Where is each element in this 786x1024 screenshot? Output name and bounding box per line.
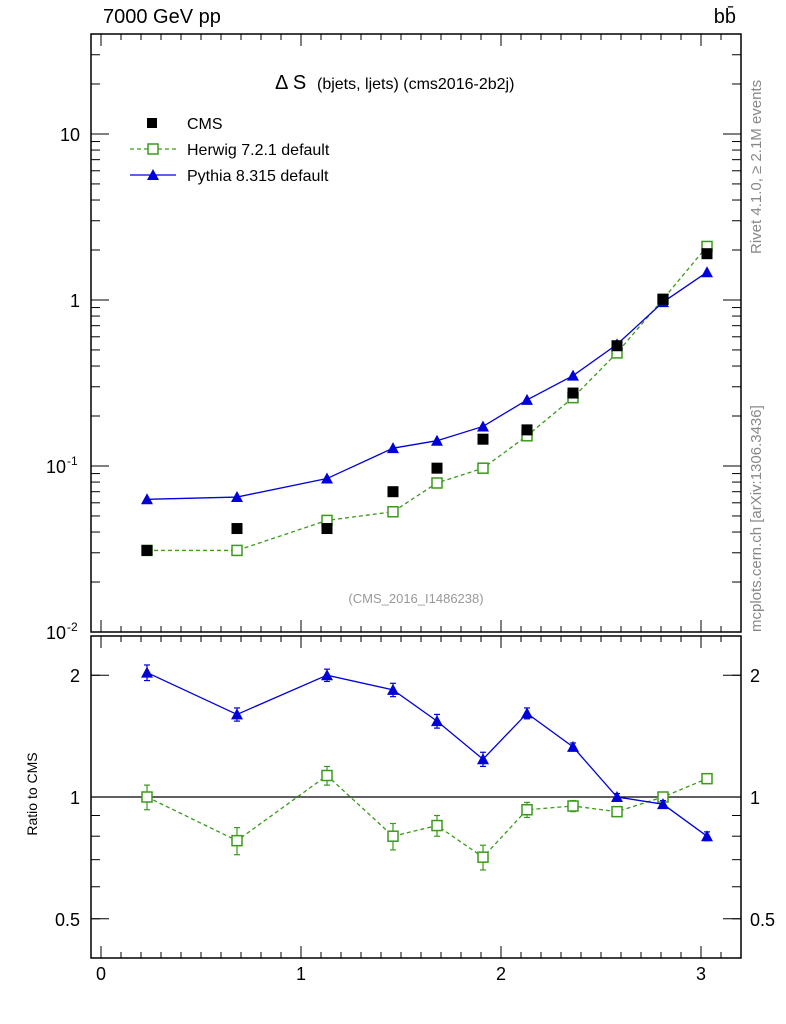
cms-point (431, 462, 443, 474)
legend-marker-pythia (147, 169, 159, 180)
y-tick-exponent: -2 (67, 620, 78, 634)
y-tick-label: 1 (70, 788, 80, 808)
legend-label-cms: CMS (187, 116, 223, 133)
ratio-herwig-point (141, 791, 153, 803)
process-label: bb̄ (713, 6, 736, 28)
ratio-ylabel: Ratio to CMS (24, 752, 40, 835)
ratio-pythia-point (431, 715, 443, 727)
ratio-pythia-point (701, 830, 713, 842)
cms-point (231, 523, 243, 535)
ratio-pythia-line (146, 672, 708, 837)
herwig-line (147, 246, 708, 552)
chart-title-sub: (bjets, ljets) (cms2016-2b2j) (317, 76, 514, 93)
ratio-pythia-point (567, 740, 579, 752)
legend-label-pythia: Pythia 8.315 default (187, 168, 329, 185)
x-tick-label: 3 (696, 964, 706, 984)
x-tick-label: 0 (96, 964, 106, 984)
ratio-pythia-point (387, 683, 399, 695)
y-tick-label: 10 (60, 125, 80, 145)
cms-point (701, 248, 713, 260)
pythia-point (431, 434, 443, 446)
legend-marker-cms (147, 118, 157, 128)
pythia-point (701, 266, 713, 278)
ratio-herwig-point (521, 804, 533, 816)
pythia-point (321, 472, 333, 484)
ratio-pythia-point (611, 791, 623, 802)
x-tick-label: 2 (496, 964, 506, 984)
y-tick-label: 2 (70, 666, 80, 686)
ratio-herwig-point (567, 800, 579, 812)
herwig-point (231, 544, 243, 557)
pythia-line (146, 271, 708, 500)
y-tick-exponent: -1 (67, 454, 78, 468)
cms-point (611, 340, 623, 352)
cms-point (521, 424, 533, 436)
energy-label: 7000 GeV pp (103, 6, 221, 28)
ratio-pythia-point (321, 669, 333, 681)
ratio-pythia-point (657, 798, 669, 810)
cms-point (477, 433, 489, 445)
cms-point (387, 486, 399, 498)
ratio-herwig-point (387, 830, 399, 842)
ratio-herwig-line (146, 774, 708, 859)
ratio-pythia-point (521, 707, 533, 719)
x-tick-label: 1 (296, 964, 306, 984)
legend-marker-herwig (147, 143, 159, 155)
cms-point (321, 523, 333, 535)
y-tick-label-right: 0.5 (750, 910, 775, 930)
main-frame (90, 33, 742, 633)
watermark: (CMS_2016_I1486238) (348, 591, 483, 606)
ratio-pythia-point (231, 708, 243, 720)
pythia-point (521, 393, 533, 405)
y-tick-label-right: 1 (750, 788, 760, 808)
ratio-herwig-point (321, 769, 333, 782)
ratio-pythia-point (141, 666, 153, 678)
herwig-point (387, 506, 399, 518)
ratio-pythia-point (477, 753, 489, 765)
herwig-point (477, 462, 489, 474)
legend-label-herwig: Herwig 7.2.1 default (187, 142, 330, 159)
ratio-plot: 0 1 2 3 0.5 0.5 1 1 2 2 (55, 635, 775, 984)
pythia-point (141, 493, 153, 505)
cms-point (657, 293, 669, 305)
pythia-point (567, 369, 579, 381)
ratio-herwig-point (477, 851, 489, 863)
chart-title-main: Δ S (275, 72, 306, 94)
y-tick-label: 0.5 (55, 910, 80, 930)
y-tick-label-right: 2 (750, 666, 760, 686)
ratio-herwig-point (231, 834, 243, 847)
pythia-point (387, 442, 399, 454)
ratio-herwig-point (611, 805, 623, 818)
ratio-herwig-point (431, 819, 443, 832)
y-tick-label: 10 (46, 623, 66, 643)
legend: CMS Herwig 7.2.1 default Pythia 8.315 de… (130, 116, 330, 185)
pythia-point (477, 420, 489, 432)
cms-point (141, 544, 153, 556)
pythia-point (231, 491, 243, 503)
cms-point (567, 387, 579, 399)
y-tick-label: 10 (46, 457, 66, 477)
ratio-herwig-point (701, 772, 713, 785)
herwig-point (431, 477, 443, 489)
y-tick-label: 1 (70, 291, 80, 311)
